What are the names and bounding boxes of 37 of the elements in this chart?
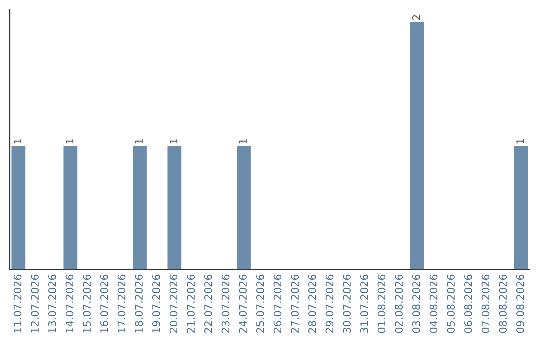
- x-tick-label: 02.08.2026: [395, 274, 404, 334]
- x-tick-label: 01.08.2026: [378, 274, 386, 334]
- x-tick-label: 19.07.2026: [152, 274, 160, 333]
- x-tick-label: 30.07.2026: [343, 274, 352, 334]
- x-tick-label: 06.08.2026: [464, 274, 472, 334]
- x-tick-label: 07.08.2026: [482, 274, 490, 334]
- x-tick-label: 04.08.2026: [430, 274, 438, 334]
- data-label: 1: [135, 139, 143, 144]
- x-tick-label: 14.07.2026: [66, 274, 74, 333]
- x-tick-label: 29.07.2026: [326, 274, 334, 334]
- x-tick-label: 12.07.2026: [31, 274, 40, 333]
- x-tick-label: 26.07.2026: [274, 274, 282, 334]
- x-tick-label: 05.08.2026: [447, 274, 456, 334]
- data-label: 1: [170, 139, 178, 144]
- x-tick-label: 15.07.2026: [83, 274, 92, 333]
- x-tick-label: 27.07.2026: [291, 274, 300, 334]
- data-label: 1: [66, 139, 74, 144]
- x-tick-label: 20.07.2026: [170, 274, 178, 334]
- x-tick-label: 23.07.2026: [222, 274, 230, 334]
- x-tick-label: 17.07.2026: [118, 274, 126, 333]
- x-tick-label: 18.07.2026: [135, 274, 144, 333]
- x-tick-label: 28.07.2026: [308, 274, 316, 334]
- x-tick-label: 03.08.2026: [412, 274, 420, 334]
- x-tick-label: 16.07.2026: [100, 274, 108, 333]
- x-tick-label: 24.07.2026: [239, 274, 248, 334]
- data-label: 2: [412, 15, 420, 20]
- x-tick-label: 09.08.2026: [516, 274, 524, 334]
- data-label: 1: [239, 139, 247, 144]
- data-label: 1: [516, 139, 524, 144]
- x-tick-label: 22.07.2026: [204, 274, 212, 334]
- x-tick-label: 13.07.2026: [48, 274, 56, 333]
- x-tick-label: 08.08.2026: [499, 274, 508, 334]
- data-label: 1: [14, 139, 22, 144]
- x-tick-label: 31.07.2026: [360, 274, 368, 334]
- x-tick-label: 21.07.2026: [187, 274, 196, 334]
- x-tick-label: 25.07.2026: [256, 274, 264, 334]
- x-tick-label: 11.07.2026: [14, 274, 22, 333]
